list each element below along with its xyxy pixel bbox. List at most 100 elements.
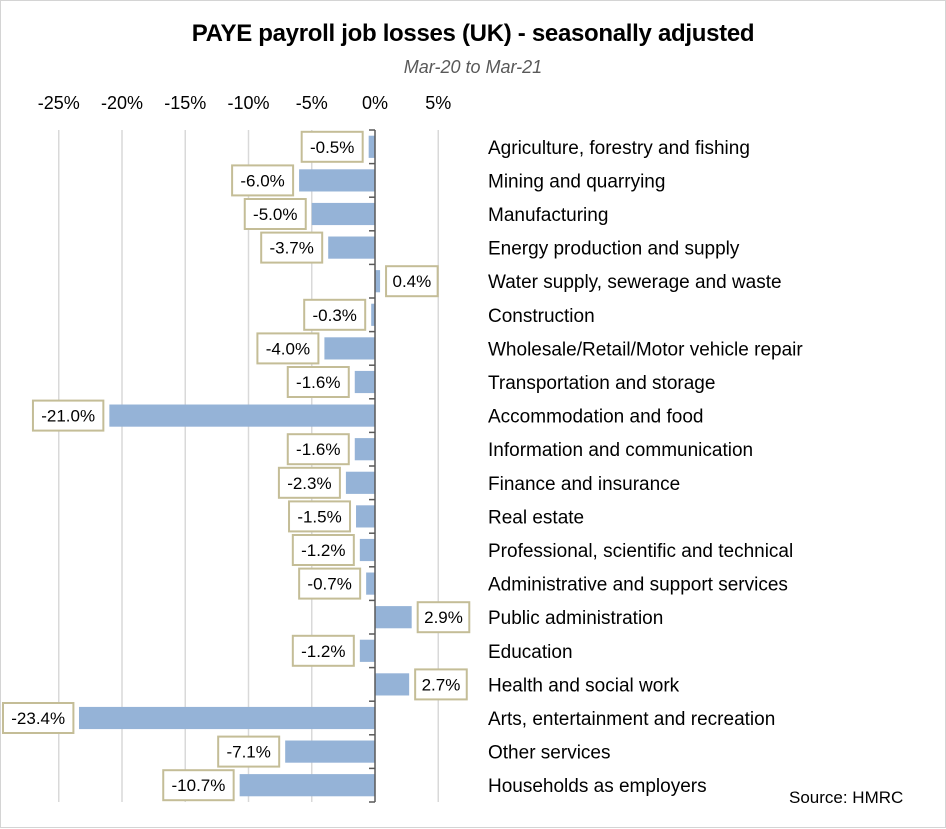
bar [109,404,375,427]
data-label: 0.4% [385,265,439,298]
data-label-text: -1.6% [296,373,340,392]
gridlines [58,130,439,802]
data-label-box [162,769,235,802]
category-label: Public administration [488,608,663,629]
data-label-text: -1.6% [296,440,340,459]
category-label: Arts, entertainment and recreation [488,709,775,730]
data-label-box [414,668,468,701]
data-label: -5.0% [243,198,307,230]
chart-subtitle: Mar-20 to Mar-21 [403,57,543,77]
data-label-text: -0.7% [307,575,351,594]
data-label: 2.7% [414,668,468,701]
x-tick-label: -15% [164,93,206,113]
bar [311,202,375,226]
data-label-box [291,534,355,566]
data-label-box [217,735,281,768]
data-label: -2.3% [277,466,341,499]
data-label-text: 2.7% [422,675,461,694]
chart-title: PAYE payroll job losses (UK) - seasonall… [191,20,755,47]
data-label-box [243,198,307,230]
x-axis-ticks: -25% -20% -15% -10% -5% 0% 5% [38,93,452,113]
data-label: -7.1% [217,735,281,768]
category-label: Information and communication [488,440,753,461]
data-label: -21.0% [31,399,105,432]
bar [239,774,375,797]
data-label-box [277,466,341,499]
x-tick-label: -5% [296,93,328,113]
data-label: -23.4% [2,702,75,734]
category-labels: Agriculture, forestry and fishing Mining … [488,138,803,797]
bar [375,606,412,629]
x-tick-label: -10% [227,93,269,113]
bar [299,169,375,192]
data-label-text: -10.7% [172,776,226,795]
category-label: Agriculture, forestry and fishing [488,138,750,159]
data-label: 2.9% [416,601,471,634]
data-label: -1.2% [291,634,355,667]
data-label-text: -0.5% [310,138,354,157]
bar [345,471,375,494]
bar [359,639,375,662]
data-label-box [300,130,364,163]
category-label: Wholesale/Retail/Motor vehicle repair [488,339,803,360]
category-label: Finance and insurance [488,474,680,495]
data-label-text: -4.0% [266,339,310,358]
bar [324,337,375,360]
bar [78,706,376,730]
data-label: -1.2% [291,534,355,566]
data-label-box [416,601,471,634]
data-label-text: -1.2% [301,642,345,661]
bar [359,538,375,562]
data-label-text: -5.0% [253,205,297,224]
x-tick-label: -20% [101,93,143,113]
bar [285,740,375,763]
bar [354,438,375,461]
category-label: Water supply, sewerage and waste [488,272,782,293]
data-label-box [291,634,355,667]
data-label: -4.0% [256,332,320,365]
data-label-text: -7.1% [226,743,270,762]
data-label-text: -21.0% [41,407,95,426]
x-tick-label: 0% [362,93,388,113]
category-label: Energy production and supply [488,239,740,260]
data-label-box [385,265,439,298]
data-label-box [31,399,105,432]
data-label-text: -3.7% [269,239,313,258]
category-label: Health and social work [488,675,680,696]
data-label-text: -6.0% [240,171,284,190]
bars [78,135,412,797]
category-label: Real estate [488,507,584,528]
data-label-text: -1.2% [301,541,345,560]
category-label: Households as employers [488,776,707,797]
data-label-text: 0.4% [392,272,431,291]
data-label-box [260,231,324,264]
bar [328,236,375,259]
category-label: Administrative and support services [488,575,788,596]
bar [375,673,410,696]
data-label-text: 2.9% [424,608,463,627]
zero-axis [369,129,376,803]
data-label-text: -23.4% [11,709,65,728]
data-label: -10.7% [162,769,235,802]
data-label-box [256,332,320,365]
bar [354,370,375,394]
category-label: Mining and quarrying [488,171,665,192]
data-label-text: -2.3% [287,474,331,493]
data-label-box [298,567,362,600]
data-label-text: -0.3% [312,306,356,325]
bar [368,135,375,158]
data-label: -3.7% [260,231,324,264]
category-label: Education [488,642,573,663]
data-label-box [286,433,350,466]
bar [356,505,375,528]
data-label-box [2,702,75,734]
bar [366,572,375,595]
source-note: Source: HMRC [789,788,904,807]
data-label-text: -1.5% [297,507,341,526]
category-label: Accommodation and food [488,407,703,428]
data-label-box [288,500,352,533]
bar [375,270,381,293]
data-label: -0.7% [298,567,362,600]
data-label-box [231,164,295,197]
